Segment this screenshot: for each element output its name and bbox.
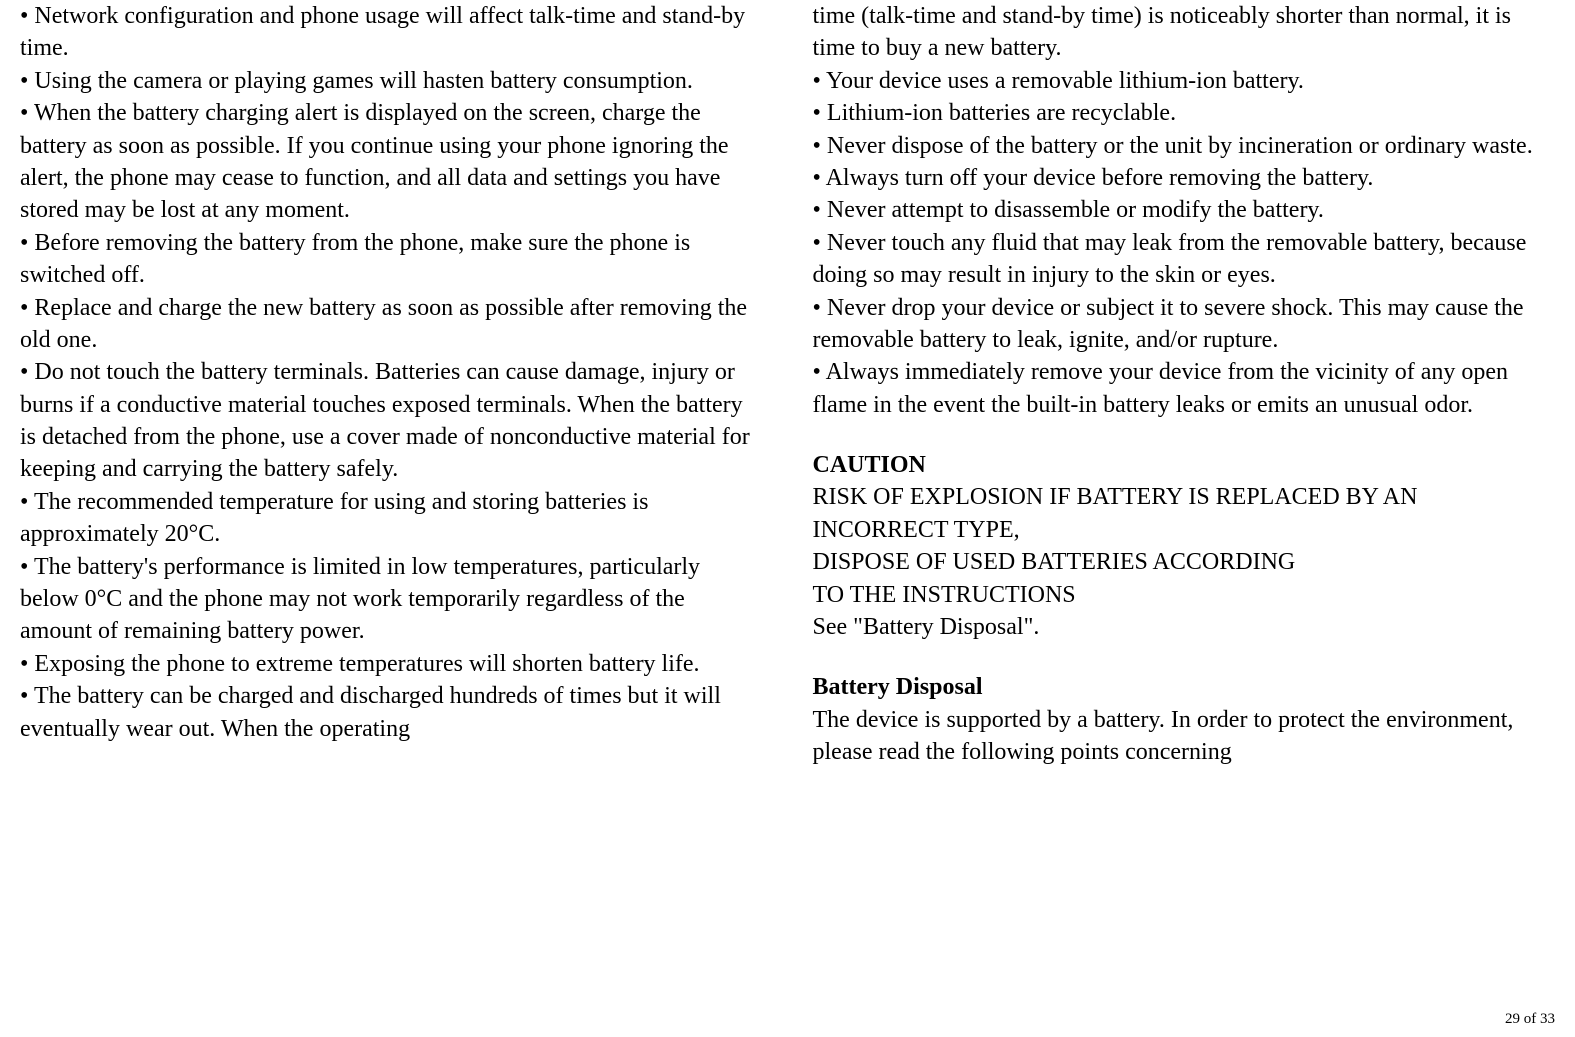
two-column-layout: • Network configuration and phone usage … bbox=[20, 0, 1555, 769]
bullet-item: • Never touch any fluid that may leak fr… bbox=[813, 227, 1556, 292]
caution-text-line: DISPOSE OF USED BATTERIES ACCORDING bbox=[813, 546, 1556, 578]
bullet-item: • Using the camera or playing games will… bbox=[20, 65, 763, 97]
caution-text-line: RISK OF EXPLOSION IF BATTERY IS REPLACED… bbox=[813, 481, 1556, 546]
bullet-item: • Before removing the battery from the p… bbox=[20, 227, 763, 292]
battery-disposal-heading: Battery Disposal bbox=[813, 671, 1556, 703]
right-column: time (talk-time and stand-by time) is no… bbox=[813, 0, 1556, 769]
bullet-item: • Never drop your device or subject it t… bbox=[813, 292, 1556, 357]
caution-text-line: See "Battery Disposal". bbox=[813, 611, 1556, 643]
battery-disposal-text: The device is supported by a battery. In… bbox=[813, 704, 1556, 769]
bullet-item: • Network configuration and phone usage … bbox=[20, 0, 763, 65]
bullet-item: • Your device uses a removable lithium-i… bbox=[813, 65, 1556, 97]
bullet-item: • Exposing the phone to extreme temperat… bbox=[20, 648, 763, 680]
continuation-text: time (talk-time and stand-by time) is no… bbox=[813, 0, 1556, 65]
bullet-item: • Never attempt to disassemble or modify… bbox=[813, 194, 1556, 226]
bullet-item: • The battery can be charged and dischar… bbox=[20, 680, 763, 745]
bullet-item: • The recommended temperature for using … bbox=[20, 486, 763, 551]
bullet-item: • Do not touch the battery terminals. Ba… bbox=[20, 356, 763, 486]
caution-heading: CAUTION bbox=[813, 449, 1556, 481]
page-number: 29 of 33 bbox=[1505, 1009, 1555, 1029]
left-column: • Network configuration and phone usage … bbox=[20, 0, 763, 769]
bullet-item: • Always immediately remove your device … bbox=[813, 356, 1556, 421]
caution-text-line: TO THE INSTRUCTIONS bbox=[813, 579, 1556, 611]
bullet-item: • The battery's performance is limited i… bbox=[20, 551, 763, 648]
bullet-item: • Lithium-ion batteries are recyclable. bbox=[813, 97, 1556, 129]
bullet-item: • Always turn off your device before rem… bbox=[813, 162, 1556, 194]
bullet-item: • Never dispose of the battery or the un… bbox=[813, 130, 1556, 162]
bullet-item: • Replace and charge the new battery as … bbox=[20, 292, 763, 357]
bullet-item: • When the battery charging alert is dis… bbox=[20, 97, 763, 227]
